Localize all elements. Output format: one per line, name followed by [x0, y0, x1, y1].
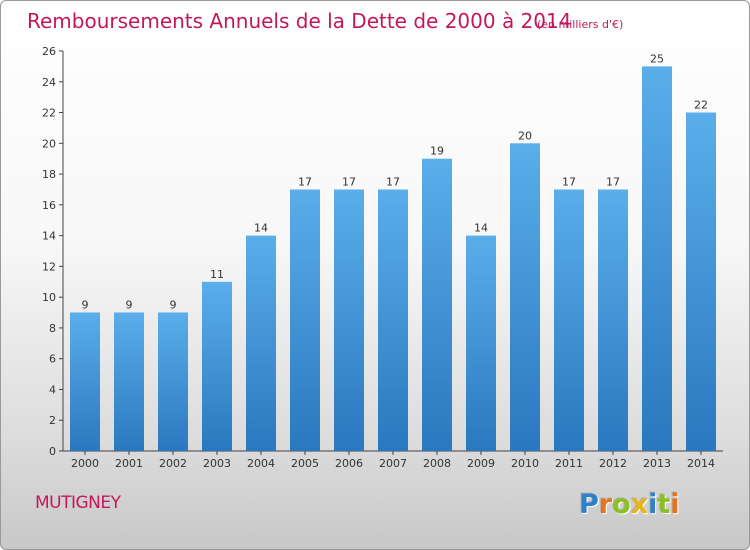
data-label: 17 — [298, 175, 312, 188]
x-tick-label: 2011 — [555, 457, 583, 470]
data-label: 9 — [82, 299, 89, 312]
x-tick-label: 2007 — [379, 457, 407, 470]
commune-name: MUTIGNEY — [35, 493, 121, 513]
data-labels-group: 9 9 9 11 14 17 17 17 19 14 20 17 17 25 22 — [82, 52, 709, 311]
data-label: 22 — [694, 99, 708, 112]
x-tick-label: 2002 — [159, 457, 187, 470]
data-label: 14 — [254, 222, 268, 235]
data-label: 11 — [210, 268, 224, 281]
x-tick-label: 2005 — [291, 457, 319, 470]
y-tick-label: 0 — [49, 445, 56, 458]
logo-letter: i — [670, 489, 680, 520]
data-label: 9 — [170, 299, 177, 312]
logo-letter: o — [612, 489, 631, 520]
y-tick-label: 20 — [42, 137, 56, 150]
logo-letter: P — [579, 489, 599, 520]
bars-group — [70, 66, 716, 452]
logo-letter: i — [648, 489, 658, 520]
bar — [554, 189, 584, 451]
y-tick-label: 4 — [49, 383, 56, 396]
proxiti-logo: Proxiti — [579, 489, 680, 520]
y-tick-label: 8 — [49, 322, 56, 335]
data-label: 17 — [386, 175, 400, 188]
bar — [334, 189, 364, 451]
data-label: 20 — [518, 129, 532, 142]
y-tick-label: 14 — [42, 230, 56, 243]
y-tick-label: 24 — [42, 76, 56, 89]
x-tick-label: 2000 — [71, 457, 99, 470]
y-tick-label: 2 — [49, 414, 56, 427]
x-tick-label: 2010 — [511, 457, 539, 470]
bar — [290, 189, 320, 451]
y-tick-label: 12 — [42, 260, 56, 273]
chart-subtitle: (en milliers d'€) — [537, 18, 623, 31]
bar — [114, 312, 144, 451]
bar — [642, 66, 672, 452]
x-tick-label: 2001 — [115, 457, 143, 470]
x-tick-label: 2014 — [687, 457, 715, 470]
bar — [202, 281, 232, 451]
x-tick-label: 2008 — [423, 457, 451, 470]
data-label: 9 — [126, 299, 133, 312]
y-tick-label: 6 — [49, 353, 56, 366]
data-label: 25 — [650, 52, 664, 65]
x-tick-label: 2003 — [203, 457, 231, 470]
y-tick-label: 10 — [42, 291, 56, 304]
data-label: 17 — [606, 175, 620, 188]
x-tick-label: 2012 — [599, 457, 627, 470]
bar — [598, 189, 628, 451]
logo-letter: r — [598, 489, 613, 520]
x-tick-label: 2013 — [643, 457, 671, 470]
y-tick-label: 16 — [42, 199, 56, 212]
bar — [422, 158, 452, 451]
y-tick-label: 26 — [42, 45, 56, 58]
data-label: 17 — [342, 175, 356, 188]
bar — [686, 112, 716, 451]
data-label: 17 — [562, 175, 576, 188]
x-tick-label: 2009 — [467, 457, 495, 470]
bar — [70, 312, 100, 451]
x-tick-label: 2006 — [335, 457, 363, 470]
x-tick-label: 2004 — [247, 457, 275, 470]
x-axis: 2000 2001 2002 2003 2004 2005 2006 2007 2008 2009… — [63, 450, 723, 470]
y-tick-label: 22 — [42, 107, 56, 120]
data-label: 14 — [474, 222, 488, 235]
bar — [510, 143, 540, 452]
bar — [378, 189, 408, 451]
data-label: 19 — [430, 145, 444, 158]
chart-title: Remboursements Annuels de la Dette de 20… — [27, 9, 571, 33]
logo-letter: x — [630, 489, 649, 520]
bar — [158, 312, 188, 451]
bar — [466, 235, 496, 451]
logo-letter: t — [657, 489, 671, 520]
y-tick-label: 18 — [42, 168, 56, 181]
bar — [246, 235, 276, 451]
